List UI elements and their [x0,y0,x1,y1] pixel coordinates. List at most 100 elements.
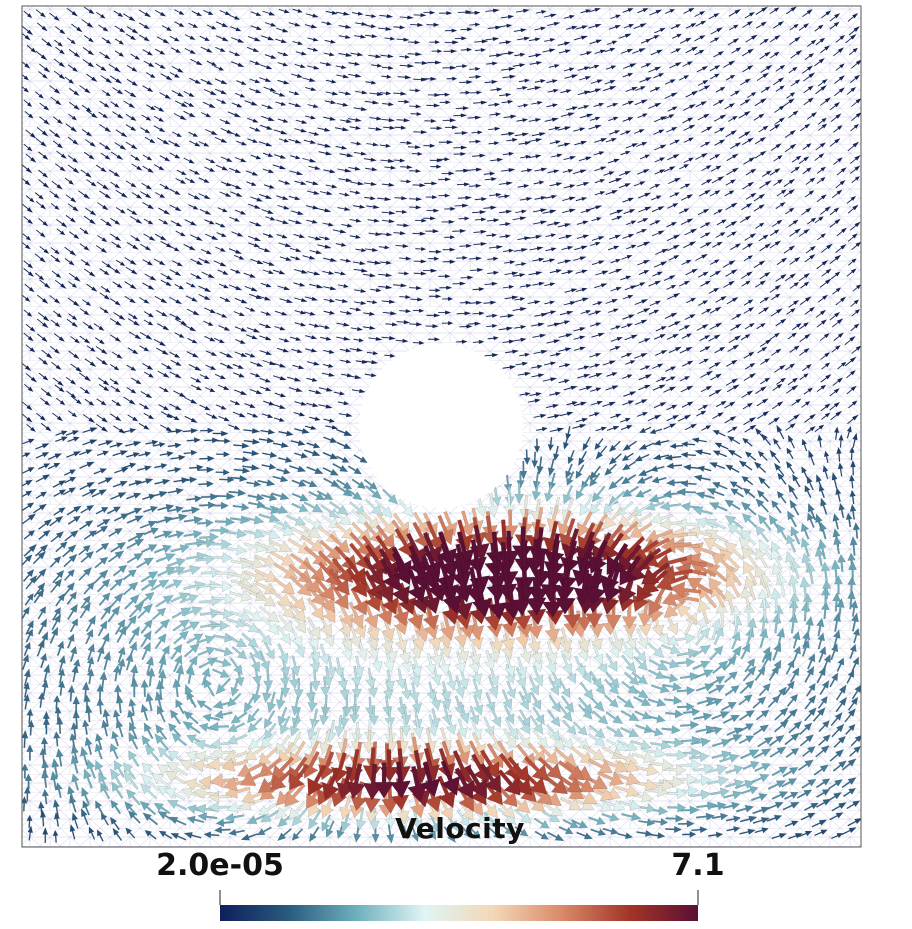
velocity-arrow-glyph [830,833,844,840]
velocity-arrow-glyph [151,772,172,789]
velocity-arrow-glyph [755,6,769,15]
velocity-arrow-glyph [801,746,816,758]
velocity-arrow-glyph [269,588,292,608]
velocity-arrow-glyph [651,363,664,370]
velocity-arrow-glyph [652,817,669,826]
velocity-arrow-glyph [811,819,828,828]
velocity-arrow-glyph [638,270,650,276]
velocity-arrow-glyph [348,601,364,630]
velocity-arrow-glyph [669,192,681,198]
velocity-arrow-glyph [501,689,513,711]
velocity-arrow-glyph [100,218,113,227]
velocity-arrow-glyph [644,501,665,511]
velocity-arrow-glyph [595,426,608,432]
velocity-arrow-glyph [575,464,585,480]
velocity-arrow-glyph [783,245,796,254]
velocity-arrow-glyph [169,351,181,359]
velocity-arrow-glyph [165,771,187,785]
velocity-arrow-glyph [229,191,243,197]
velocity-arrow-glyph [127,532,146,542]
velocity-arrow-glyph [412,715,424,738]
velocity-arrow-glyph [788,720,803,734]
velocity-arrow-glyph [426,313,441,318]
velocity-arrow-glyph [393,597,410,627]
velocity-arrow-glyph [680,735,703,746]
velocity-arrow-glyph [34,568,47,583]
velocity-arrow-glyph [101,260,112,269]
velocity-arrow-glyph [126,26,139,34]
velocity-arrow-glyph [652,439,670,446]
velocity-arrow-glyph [170,220,183,227]
velocity-arrow-glyph [815,309,827,319]
velocity-arrow-glyph [95,164,108,173]
velocity-arrow-glyph [108,265,122,275]
velocity-arrow-glyph [753,193,766,202]
velocity-arrow-glyph [430,708,441,729]
velocity-arrow-glyph [459,300,472,305]
velocity-arrow-glyph [160,645,170,662]
velocity-arrow-glyph [126,208,138,216]
velocity-arrow-glyph [410,824,419,843]
velocity-arrow-glyph [741,280,751,287]
velocity-arrow-glyph [443,206,457,212]
velocity-arrow-glyph [278,8,291,14]
velocity-arrow-glyph [629,522,653,538]
velocity-arrow-glyph [790,79,801,87]
velocity-arrow-glyph [695,627,710,646]
velocity-arrow-glyph [636,628,648,650]
velocity-arrow-glyph [529,392,543,397]
velocity-arrow-glyph [23,693,30,710]
velocity-arrow-glyph [485,36,500,42]
velocity-arrow-glyph [438,92,451,97]
velocity-arrow-glyph [141,641,151,661]
velocity-arrow-glyph [67,203,80,212]
velocity-arrow-glyph [634,99,649,106]
velocity-arrow-glyph [144,273,157,281]
velocity-arrow-glyph [263,710,276,729]
velocity-arrow-glyph [144,829,157,840]
velocity-arrow-glyph [577,66,591,72]
velocity-arrow-glyph [446,76,458,81]
velocity-arrow-glyph [460,47,473,52]
velocity-arrow-glyph [676,686,696,696]
velocity-arrow-glyph [81,488,98,498]
velocity-arrow-glyph [335,298,349,304]
velocity-arrow-glyph [53,70,66,80]
velocity-arrow-glyph [239,557,265,570]
velocity-arrow-glyph [345,487,363,501]
velocity-arrow-glyph [113,425,126,434]
velocity-arrow-glyph [497,807,517,826]
velocity-arrow-glyph [788,219,799,228]
velocity-arrow-glyph [561,528,582,561]
velocity-arrow-glyph [230,711,248,724]
velocity-arrow-glyph [294,427,310,434]
velocity-arrow-glyph [289,626,303,648]
velocity-arrow-glyph [373,762,395,799]
velocity-arrow-glyph [518,691,529,711]
velocity-arrow-glyph [199,208,212,215]
velocity-arrow-glyph [437,514,454,546]
velocity-arrow-glyph [685,90,699,98]
velocity-arrow-glyph [348,61,361,66]
velocity-arrow-glyph [544,282,556,287]
velocity-arrow-glyph [228,131,242,137]
velocity-arrow-glyph [519,391,531,397]
velocity-arrow-glyph [816,384,827,393]
velocity-arrow-glyph [754,150,767,159]
velocity-arrow-glyph [425,194,438,200]
velocity-arrow-glyph [111,399,122,407]
velocity-arrow-glyph [66,390,77,399]
velocity-arrow-glyph [199,35,211,42]
velocity-arrow-glyph [423,10,436,15]
velocity-arrow-glyph [113,311,126,321]
velocity-arrow-glyph [407,144,422,150]
velocity-arrow-glyph [593,102,605,108]
velocity-arrow-glyph [227,635,248,647]
velocity-arrow-glyph [320,676,331,697]
velocity-arrow-glyph [23,681,30,698]
velocity-arrow-glyph [529,246,545,251]
velocity-arrow-glyph [754,763,771,773]
velocity-arrow-glyph [260,282,273,288]
velocity-arrow-glyph [49,515,64,527]
velocity-arrow-glyph [700,370,714,379]
